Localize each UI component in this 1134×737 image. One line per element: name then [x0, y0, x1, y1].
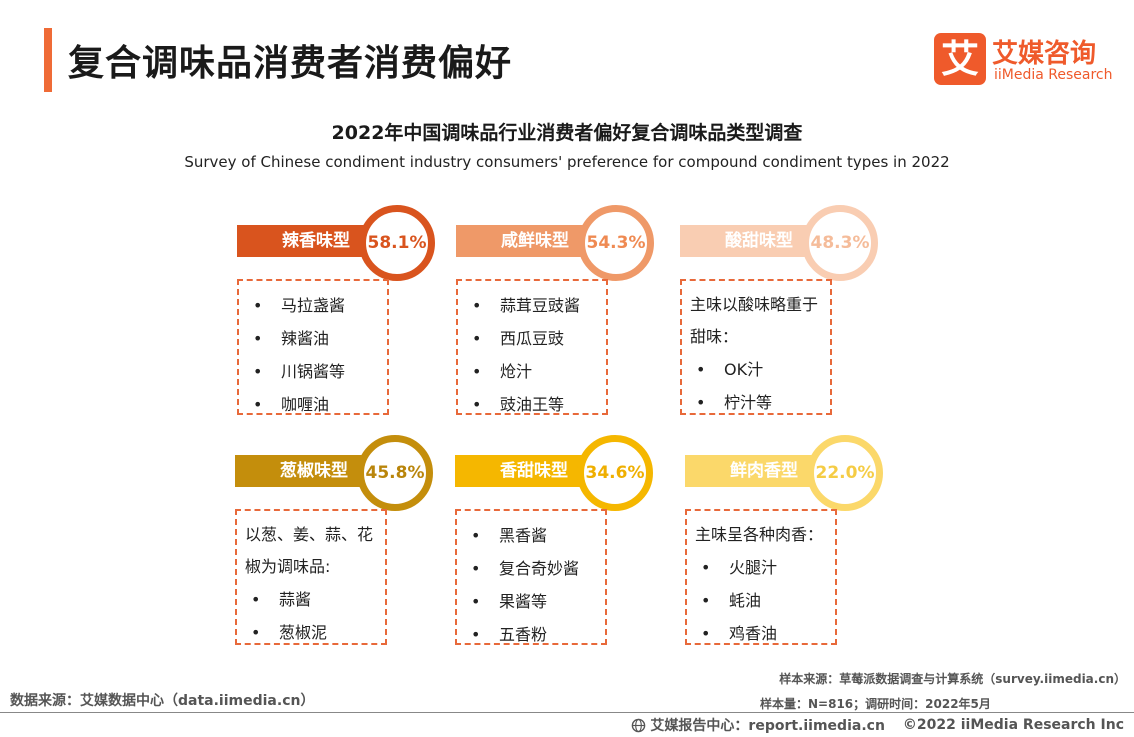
- example-item: 马拉盏酱: [247, 289, 381, 322]
- example-item: 豉油王等: [466, 388, 600, 421]
- percent-circle: 48.3%: [802, 205, 878, 281]
- example-item: 火腿汁: [695, 551, 829, 584]
- report-center-link[interactable]: 艾媒报告中心：report.iimedia.cn: [650, 718, 885, 734]
- sample-info: 样本量：N=816；调研时间：2022年5月: [760, 697, 991, 711]
- example-item: 炝汁: [466, 355, 600, 388]
- percent-circle: 58.1%: [359, 205, 435, 281]
- title-accent-bar: [44, 28, 52, 92]
- examples-list: 蒜酱葱椒泥: [245, 583, 379, 649]
- iimedia-logo: 艾 艾媒咨询 iiMedia Research: [934, 33, 1124, 89]
- flavor-label: 酸甜味型: [680, 225, 820, 257]
- example-item: OK汁: [690, 353, 824, 386]
- examples-box: 主味以酸味略重于甜味： OK汁柠汁等: [680, 279, 832, 419]
- logo-mark-icon: 艾: [934, 33, 986, 85]
- example-item: 西瓜豆豉: [466, 322, 600, 355]
- flavor-label: 鲜肉香型: [685, 455, 825, 487]
- examples-box: 以葱、姜、蒜、花椒为调味品: 蒜酱葱椒泥: [235, 509, 387, 649]
- chart-subtitle: Survey of Chinese condiment industry con…: [184, 153, 950, 171]
- examples-list: 黑香酱复合奇妙酱果酱等五香粉: [465, 519, 599, 651]
- data-source: 数据来源：艾媒数据中心（data.iimedia.cn）: [10, 693, 315, 709]
- flavor-label: 咸鲜味型: [456, 225, 596, 257]
- example-item: 五香粉: [465, 618, 599, 651]
- example-item: 咖喱油: [247, 388, 381, 421]
- example-item: 辣酱油: [247, 322, 381, 355]
- logo-name-en: iiMedia Research: [994, 67, 1113, 83]
- percent-circle: 22.0%: [807, 435, 883, 511]
- example-item: 葱椒泥: [245, 616, 379, 649]
- examples-box: 主味呈各种肉香： 火腿汁蚝油鸡香油: [685, 509, 837, 650]
- examples-intro: 以葱、姜、蒜、花椒为调味品:: [245, 525, 374, 576]
- example-item: 蚝油: [695, 584, 829, 617]
- flavor-label: 辣香味型: [237, 225, 377, 257]
- examples-list: 马拉盏酱辣酱油川锅酱等咖喱油: [247, 289, 381, 421]
- example-item: 鸡香油: [695, 617, 829, 650]
- examples-list: OK汁柠汁等: [690, 353, 824, 419]
- chart-title: 2022年中国调味品行业消费者偏好复合调味品类型调查: [331, 122, 803, 144]
- percent-circle: 45.8%: [357, 435, 433, 511]
- copyright: ©2022 iiMedia Research Inc: [902, 717, 1124, 733]
- example-item: 黑香酱: [465, 519, 599, 552]
- percent-circle: 54.3%: [578, 205, 654, 281]
- example-item: 复合奇妙酱: [465, 552, 599, 585]
- footer-divider: [0, 712, 1134, 713]
- footer: 艾媒报告中心：report.iimedia.cn ©2022 iiMedia R…: [631, 715, 1124, 735]
- examples-box: 马拉盏酱辣酱油川锅酱等咖喱油: [237, 279, 389, 421]
- example-item: 川锅酱等: [247, 355, 381, 388]
- examples-box: 蒜茸豆豉酱西瓜豆豉炝汁豉油王等: [456, 279, 608, 421]
- examples-intro: 主味以酸味略重于甜味：: [690, 295, 819, 346]
- example-item: 蒜茸豆豉酱: [466, 289, 600, 322]
- percent-circle: 34.6%: [577, 435, 653, 511]
- example-item: 果酱等: [465, 585, 599, 618]
- flavor-label: 葱椒味型: [235, 455, 375, 487]
- example-item: 蒜酱: [245, 583, 379, 616]
- globe-icon: [632, 718, 646, 732]
- example-item: 柠汁等: [690, 386, 824, 419]
- examples-intro: 主味呈各种肉香：: [695, 525, 824, 544]
- examples-list: 火腿汁蚝油鸡香油: [695, 551, 829, 650]
- sample-source: 样本来源：草莓派数据调查与计算系统（survey.iimedia.cn）: [779, 672, 1126, 686]
- logo-name-cn: 艾媒咨询: [992, 39, 1097, 69]
- page-title: 复合调味品消费者消费偏好: [68, 43, 513, 84]
- flavor-label: 香甜味型: [455, 455, 595, 487]
- examples-list: 蒜茸豆豉酱西瓜豆豉炝汁豉油王等: [466, 289, 600, 421]
- examples-box: 黑香酱复合奇妙酱果酱等五香粉: [455, 509, 607, 651]
